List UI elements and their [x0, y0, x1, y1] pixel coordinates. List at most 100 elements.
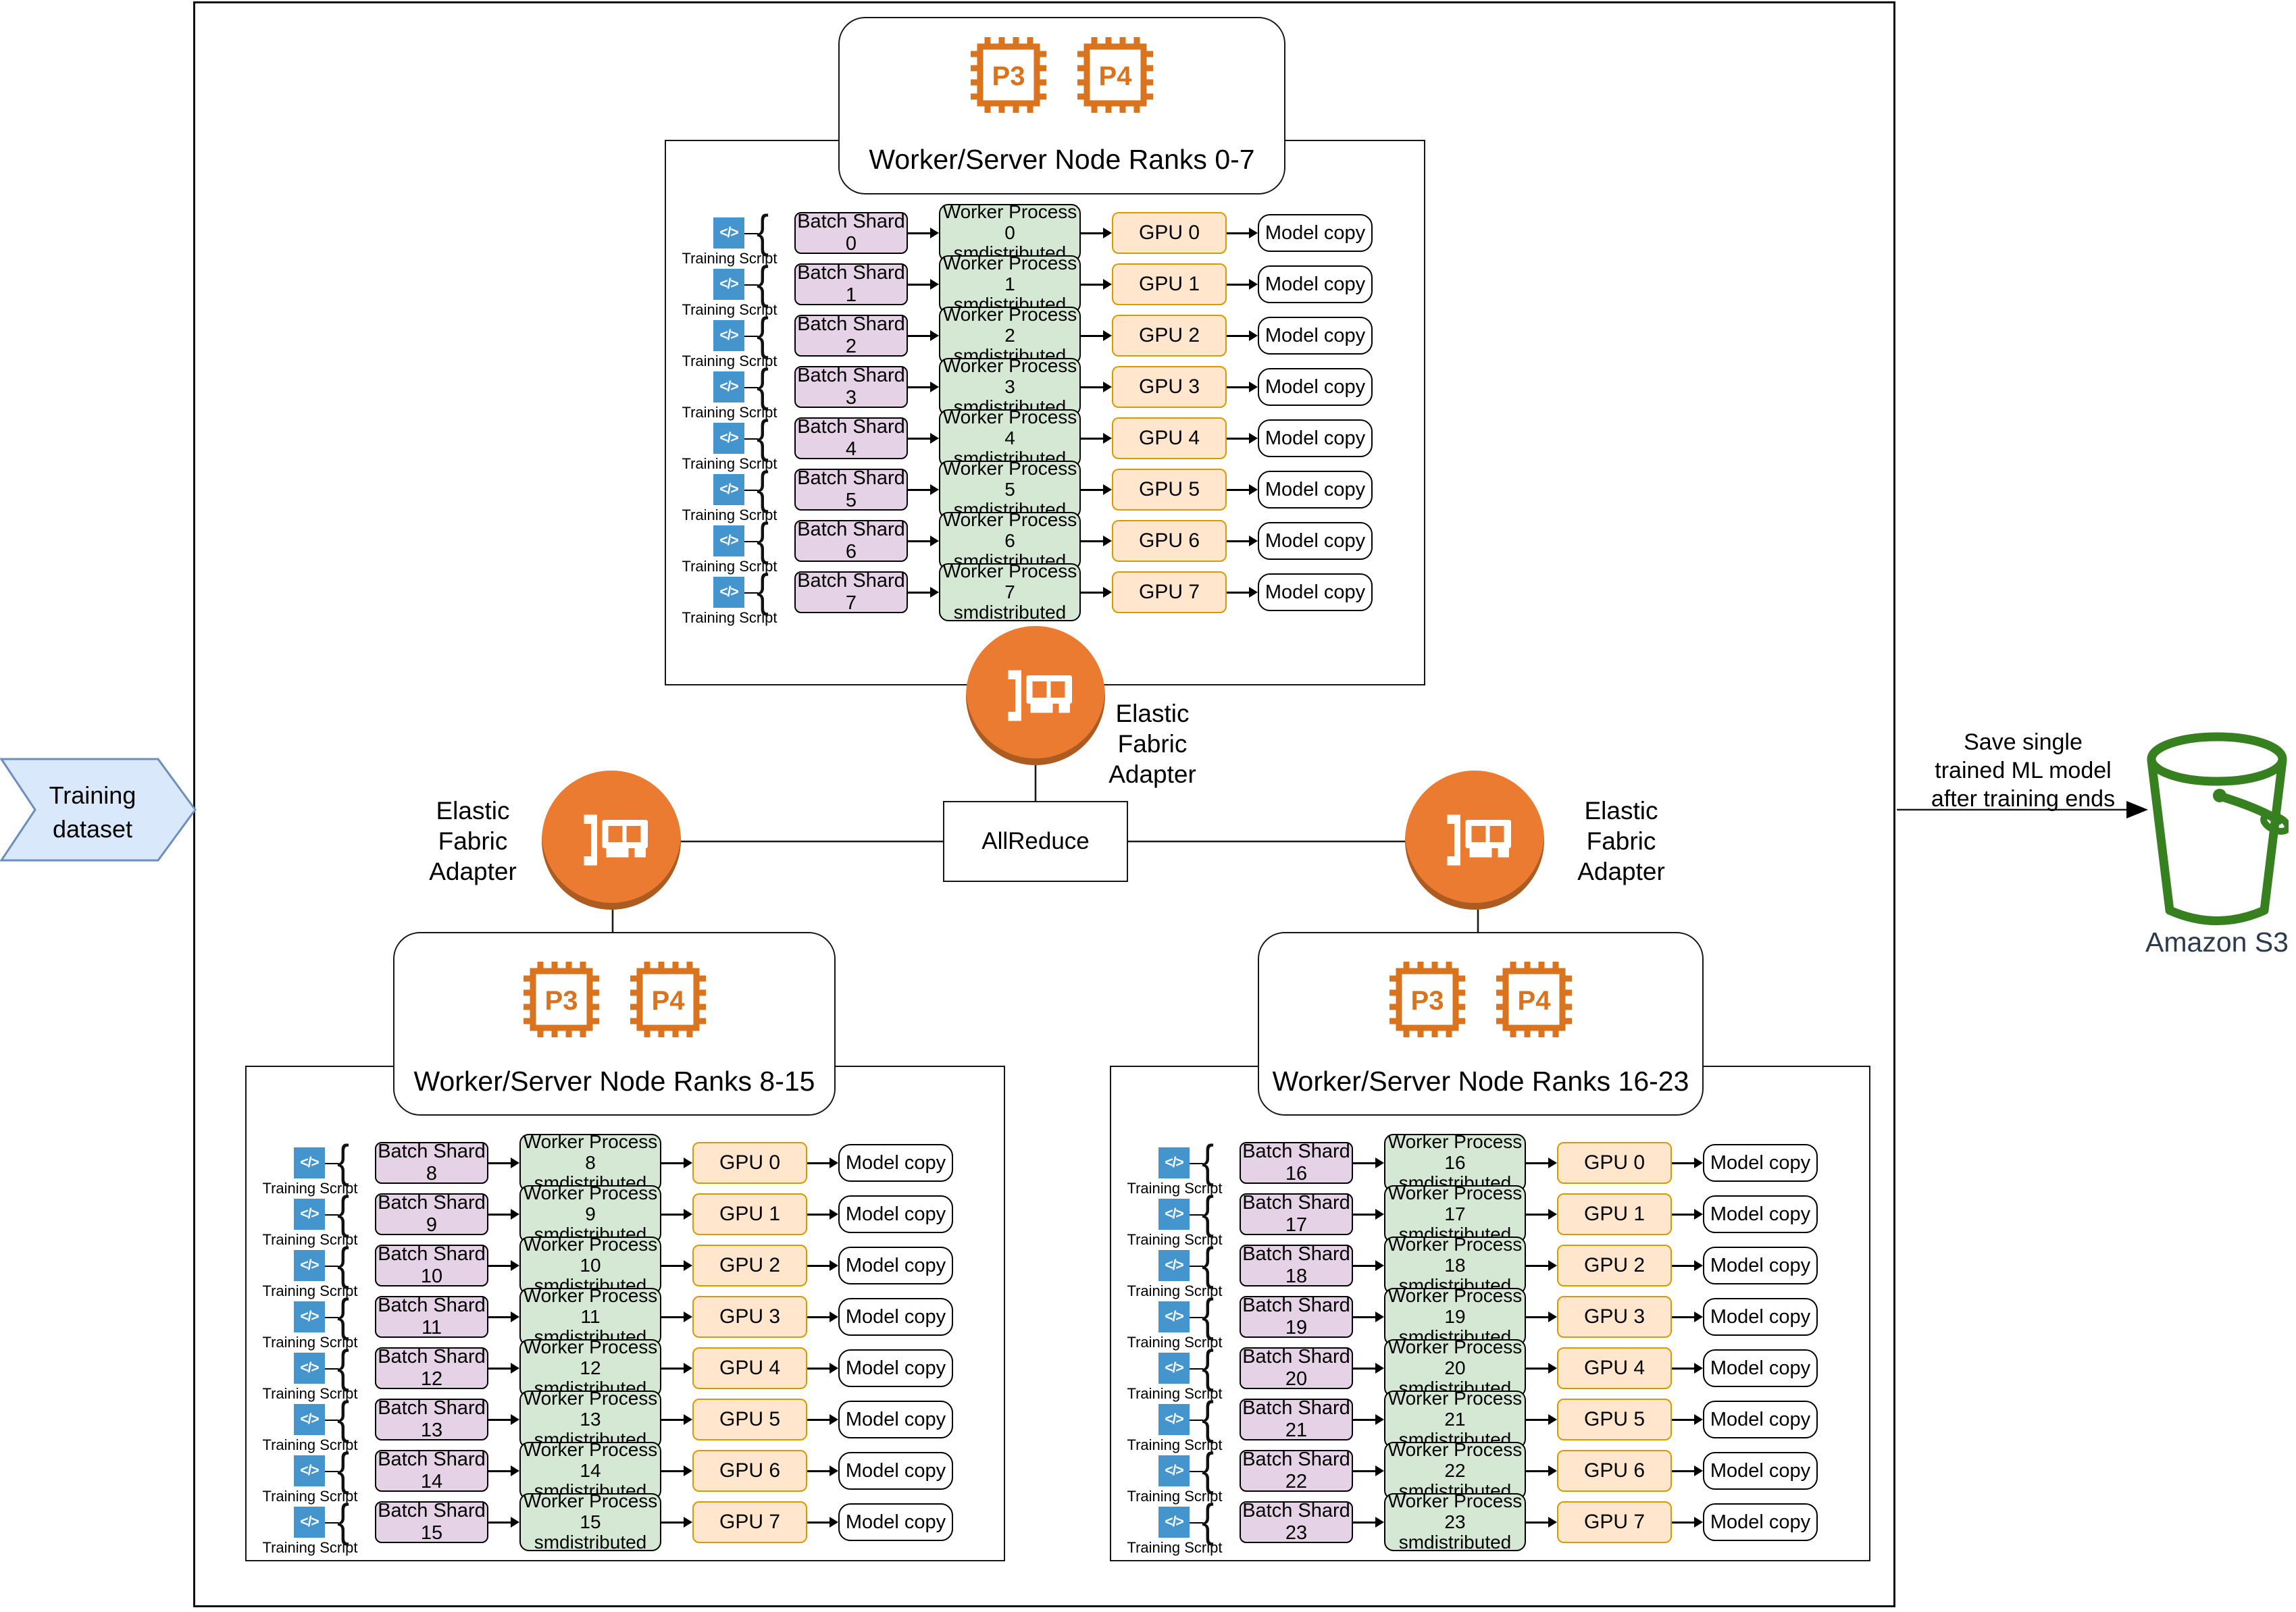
training-script-label: Training Script	[1127, 1282, 1223, 1299]
allreduce-label: AllReduce	[981, 828, 1090, 854]
worker-process-box: Worker Process 14 smdistributed	[519, 1439, 661, 1501]
training-dataset-line2: dataset	[52, 815, 133, 843]
save-note-line: after training ends	[1931, 786, 2116, 812]
brace-glyph: {	[757, 463, 769, 514]
flow-arrow	[1353, 1522, 1375, 1524]
gpu-box: GPU 5	[1112, 469, 1227, 511]
pipeline-row: </> Training Script{Batch Shard 23 Worker …	[1111, 1490, 1869, 1556]
node-group-ranks-0-7: </> Training Script{Batch Shard 0 Worker P…	[665, 140, 1425, 685]
flow-arrow	[807, 1316, 830, 1318]
batch-shard-box: Batch Shard 2	[794, 313, 908, 357]
network-card-icon	[1447, 814, 1511, 866]
processor-chip-icon: P4	[1496, 962, 1572, 1037]
instance-chip-row: P3 P4	[394, 962, 834, 1037]
worker-process-label: Worker Process 9	[523, 1182, 658, 1224]
training-script-icon: </>	[294, 1455, 325, 1486]
network-card-icon	[584, 814, 648, 866]
gpu-box: GPU 7	[692, 1501, 807, 1543]
network-card-icon	[1008, 670, 1072, 721]
training-script-icon: </>	[713, 269, 744, 300]
flow-arrow	[1526, 1265, 1548, 1267]
worker-process-label: Worker Process 1	[942, 252, 1077, 294]
brace-glyph: {	[1202, 1136, 1215, 1187]
model-copy-box: Model copy	[1258, 471, 1373, 509]
flow-arrow	[488, 1470, 511, 1472]
pipeline-row: </> Training Script{Batch Shard 14 Worker …	[247, 1439, 1004, 1505]
training-script-icon: </>	[713, 423, 744, 454]
batch-shard-box: Batch Shard 21	[1240, 1397, 1353, 1441]
brace-glyph: {	[757, 257, 769, 309]
batch-shard-box: Batch Shard 9	[375, 1192, 488, 1236]
brace-glyph: {	[337, 1136, 350, 1187]
model-copy-box: Model copy	[1703, 1247, 1818, 1284]
connector-dash	[744, 387, 758, 388]
smdistributed-label: smdistributed	[953, 602, 1067, 623]
model-copy-box: Model copy	[838, 1349, 953, 1387]
flow-arrow	[1353, 1368, 1375, 1370]
connector-dash	[325, 1368, 338, 1370]
model-copy-box: Model copy	[1258, 317, 1373, 355]
chip-label: P4	[1518, 986, 1552, 1016]
model-copy-box: Model copy	[1703, 1144, 1818, 1182]
batch-shard-box: Batch Shard 8	[375, 1141, 488, 1185]
batch-shard-box: Batch Shard 6	[794, 519, 908, 563]
training-script-label: Training Script	[1127, 1436, 1223, 1453]
connector-dash	[744, 284, 758, 286]
model-copy-box: Model copy	[838, 1144, 953, 1182]
worker-process-label: Worker Process 10	[523, 1233, 658, 1276]
pipeline-row: </> Training Script{Batch Shard 21 Worker …	[1111, 1388, 1869, 1453]
worker-process-label: Worker Process 2	[942, 303, 1077, 346]
connector-dash	[744, 233, 758, 234]
connector-dash	[1190, 1163, 1203, 1164]
connector-dash	[744, 438, 758, 440]
connector-dash	[744, 336, 758, 337]
worker-process-label: Worker Process 7	[942, 560, 1077, 602]
chip-label: P4	[651, 986, 685, 1016]
model-copy-box: Model copy	[838, 1401, 953, 1438]
flow-arrow	[1672, 1265, 1694, 1267]
batch-shard-box: Batch Shard 11	[375, 1295, 488, 1338]
smdistributed-label: smdistributed	[534, 1532, 647, 1553]
efa-label: Elastic Fabric Adapter	[399, 796, 547, 887]
flow-arrow	[1353, 1419, 1375, 1421]
flow-arrow	[1353, 1214, 1375, 1216]
save-note-line: trained ML model	[1935, 758, 2112, 783]
flow-arrow	[488, 1522, 511, 1524]
model-copy-box: Model copy	[1703, 1298, 1818, 1336]
efa-label: Elastic Fabric Adapter	[1547, 796, 1695, 887]
model-copy-box: Model copy	[838, 1195, 953, 1233]
training-script-label: Training Script	[1127, 1231, 1223, 1248]
connector-dash	[1190, 1420, 1203, 1421]
flow-arrow	[908, 540, 930, 542]
batch-shard-box: Batch Shard 16	[1240, 1141, 1353, 1185]
flow-arrow	[488, 1265, 511, 1267]
efa-label-line: Elastic	[1584, 797, 1658, 825]
flow-arrow	[661, 1265, 684, 1267]
training-script-icon: </>	[713, 525, 744, 556]
worker-process-box: Worker Process 15 smdistributed	[519, 1490, 661, 1553]
elastic-fabric-adapter-icon	[966, 626, 1105, 765]
worker-process-box: Worker Process 7 smdistributed	[939, 560, 1081, 623]
pipeline-row: </> Training Script{Batch Shard 16 Worker …	[1111, 1131, 1869, 1197]
flow-arrow	[807, 1162, 830, 1164]
connector-dash	[744, 490, 758, 491]
brace-glyph: {	[1202, 1444, 1215, 1495]
training-dataset-line1: Training	[49, 781, 136, 809]
batch-shard-box: Batch Shard 19	[1240, 1295, 1353, 1338]
worker-process-label: Worker Process 12	[523, 1336, 658, 1378]
pipeline-row: </> Training Script{Batch Shard 6 Worker P…	[666, 509, 1424, 575]
brace-glyph: {	[1202, 1187, 1215, 1239]
connector-dash	[325, 1214, 338, 1216]
node-title: Worker/Server Node Ranks 8-15	[413, 1066, 815, 1097]
chip-label: P3	[544, 986, 578, 1016]
worker-process-box: Worker Process 20 smdistributed	[1384, 1336, 1526, 1399]
worker-process-label: Worker Process 17	[1387, 1182, 1523, 1224]
batch-shard-box: Batch Shard 4	[794, 416, 908, 460]
flow-arrow	[488, 1368, 511, 1370]
save-model-note: Save single trained ML model after train…	[1912, 728, 2135, 813]
flow-arrow	[1672, 1368, 1694, 1370]
efa-label-line: Elastic	[1115, 700, 1190, 727]
flow-arrow	[1227, 489, 1249, 491]
training-script-icon: </>	[294, 1353, 325, 1384]
training-script-label: Training Script	[682, 609, 777, 626]
